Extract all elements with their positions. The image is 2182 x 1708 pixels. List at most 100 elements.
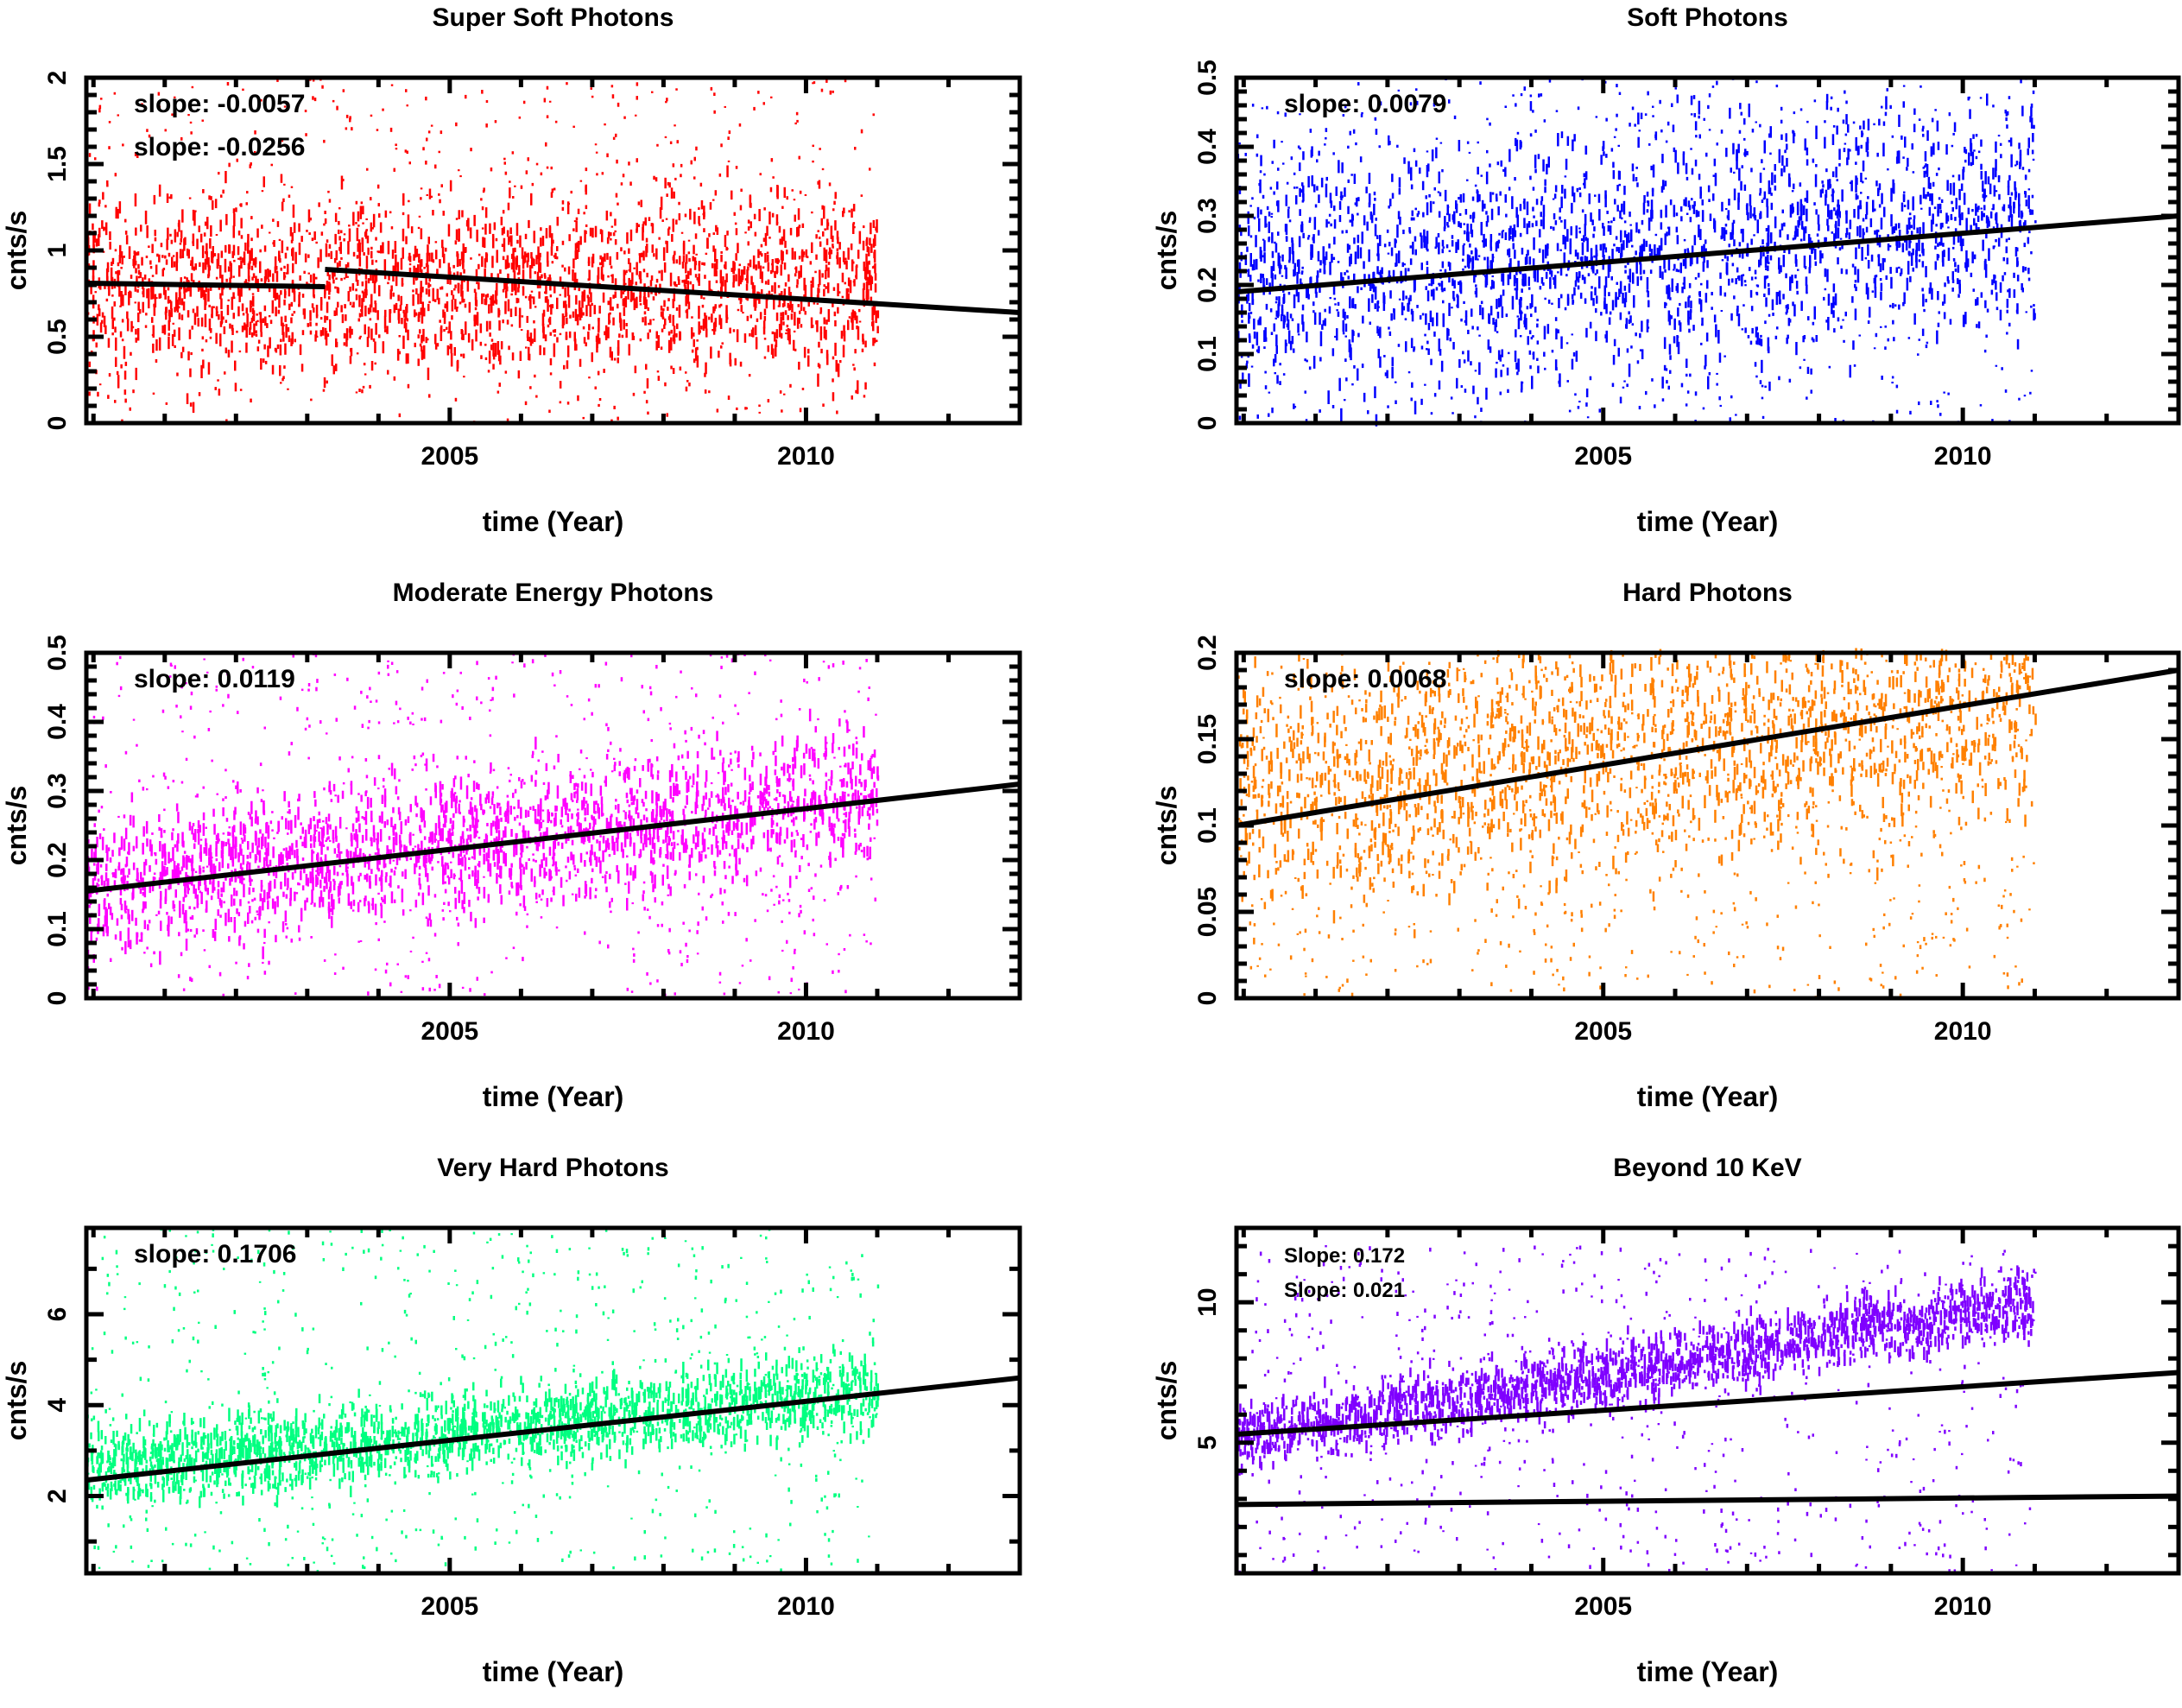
data-point bbox=[1438, 191, 1440, 193]
data-point bbox=[1463, 245, 1465, 256]
data-point bbox=[1477, 397, 1479, 405]
data-point bbox=[161, 255, 164, 258]
data-point bbox=[740, 206, 743, 211]
data-point bbox=[482, 227, 484, 229]
data-point bbox=[166, 239, 168, 250]
data-point bbox=[316, 305, 319, 319]
data-point bbox=[1475, 185, 1477, 187]
data-point bbox=[1653, 165, 1655, 178]
data-point bbox=[1464, 223, 1466, 225]
data-point bbox=[111, 294, 114, 297]
data-point bbox=[1643, 239, 1646, 252]
data-point bbox=[1688, 200, 1691, 207]
data-point bbox=[391, 85, 394, 86]
data-point bbox=[851, 395, 854, 400]
data-point bbox=[1763, 294, 1766, 297]
data-point bbox=[1768, 382, 1771, 391]
data-point bbox=[1629, 283, 1631, 293]
data-point bbox=[209, 238, 212, 249]
data-point bbox=[1774, 174, 1776, 183]
data-point bbox=[1705, 293, 1708, 302]
data-point bbox=[205, 263, 207, 268]
data-point bbox=[684, 280, 686, 287]
data-point bbox=[1446, 244, 1449, 248]
data-point bbox=[633, 268, 636, 269]
data-point bbox=[174, 345, 176, 348]
data-point bbox=[1428, 194, 1431, 198]
data-point bbox=[1473, 212, 1476, 218]
data-point bbox=[531, 291, 534, 293]
data-point bbox=[1955, 269, 1957, 272]
data-point bbox=[1677, 162, 1679, 174]
data-point bbox=[798, 271, 800, 279]
data-point bbox=[810, 261, 813, 264]
data-point bbox=[1886, 275, 1888, 280]
data-point bbox=[2004, 272, 2007, 275]
data-point bbox=[283, 365, 286, 369]
data-point bbox=[1350, 219, 1352, 222]
data-point bbox=[287, 247, 289, 250]
data-point bbox=[872, 320, 875, 331]
data-point bbox=[2008, 215, 2011, 221]
data-point bbox=[1738, 313, 1741, 326]
data-point bbox=[1673, 319, 1676, 330]
data-point bbox=[1529, 176, 1532, 180]
data-point bbox=[1538, 154, 1540, 159]
data-point bbox=[1755, 340, 1758, 344]
data-point bbox=[1527, 336, 1530, 345]
data-point bbox=[358, 250, 361, 258]
data-point bbox=[514, 186, 516, 187]
data-point bbox=[814, 271, 817, 274]
data-point bbox=[2010, 155, 2013, 168]
data-point bbox=[730, 359, 732, 366]
data-point bbox=[1925, 194, 1927, 199]
data-point bbox=[202, 263, 205, 273]
data-point bbox=[387, 282, 389, 285]
data-point bbox=[1930, 401, 1932, 405]
data-point bbox=[1932, 118, 1934, 123]
data-point bbox=[679, 256, 681, 264]
data-point bbox=[370, 251, 373, 259]
data-point bbox=[737, 309, 740, 311]
data-point bbox=[644, 311, 647, 314]
data-point bbox=[418, 334, 421, 338]
data-point bbox=[176, 252, 179, 263]
data-point bbox=[792, 248, 794, 260]
data-point bbox=[446, 294, 449, 297]
data-point bbox=[1426, 195, 1428, 199]
data-point bbox=[240, 261, 243, 269]
data-point bbox=[1340, 192, 1343, 201]
data-point bbox=[1981, 211, 1983, 220]
data-point bbox=[528, 347, 530, 360]
data-point bbox=[757, 91, 760, 94]
data-point bbox=[1496, 299, 1498, 309]
data-point bbox=[216, 277, 218, 280]
data-point bbox=[567, 201, 570, 214]
data-point bbox=[313, 307, 315, 313]
data-point bbox=[299, 275, 301, 281]
data-point bbox=[794, 215, 797, 222]
data-point bbox=[1882, 258, 1885, 270]
data-point bbox=[1937, 404, 1939, 408]
data-point bbox=[1604, 190, 1607, 199]
data-point bbox=[1919, 255, 1921, 257]
data-point bbox=[315, 323, 318, 326]
data-point bbox=[452, 265, 455, 269]
data-point bbox=[1536, 324, 1539, 328]
data-point bbox=[130, 408, 132, 411]
data-point bbox=[1812, 159, 1815, 163]
data-point bbox=[463, 376, 465, 377]
data-point bbox=[800, 324, 803, 327]
data-point bbox=[686, 254, 688, 263]
data-point bbox=[489, 224, 491, 234]
data-point bbox=[796, 112, 799, 116]
data-point bbox=[422, 147, 425, 150]
data-point bbox=[468, 333, 471, 343]
data-point bbox=[484, 344, 487, 346]
data-point bbox=[615, 292, 617, 298]
data-point bbox=[259, 262, 262, 274]
data-point bbox=[1481, 301, 1483, 305]
data-point bbox=[109, 373, 111, 376]
data-point bbox=[587, 297, 590, 306]
data-point bbox=[462, 334, 465, 340]
